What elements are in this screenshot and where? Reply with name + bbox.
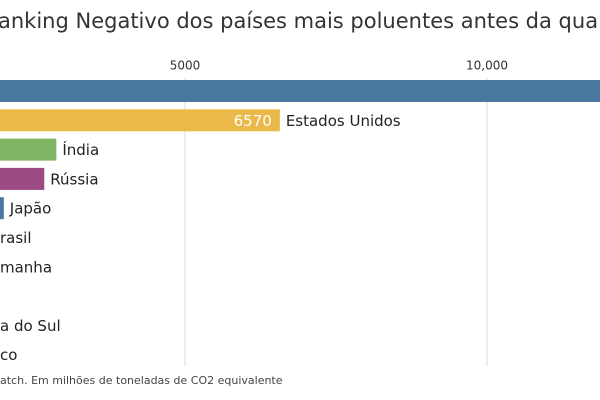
bar (0, 138, 57, 161)
category-label: Índia (62, 140, 99, 159)
bar (0, 80, 600, 102)
value-label: 6570 (234, 112, 272, 130)
category-label: Estados Unidos (286, 112, 401, 130)
chart-title: anking Negativo dos países mais poluente… (0, 9, 600, 33)
bar (0, 109, 280, 132)
bar (0, 167, 45, 190)
category-label: Rússia (50, 170, 98, 188)
x-tick-label: 10,000 (466, 59, 508, 73)
category-label: co (0, 346, 17, 364)
source-note: atch. Em milhões de toneladas de CO2 equ… (0, 374, 283, 387)
category-label: rasil (0, 229, 32, 247)
bar (0, 197, 4, 220)
category-label: Japão (9, 200, 52, 218)
x-tick-label: 5000 (170, 59, 201, 73)
category-label: manha (0, 258, 52, 276)
category-label: a do Sul (0, 317, 61, 335)
